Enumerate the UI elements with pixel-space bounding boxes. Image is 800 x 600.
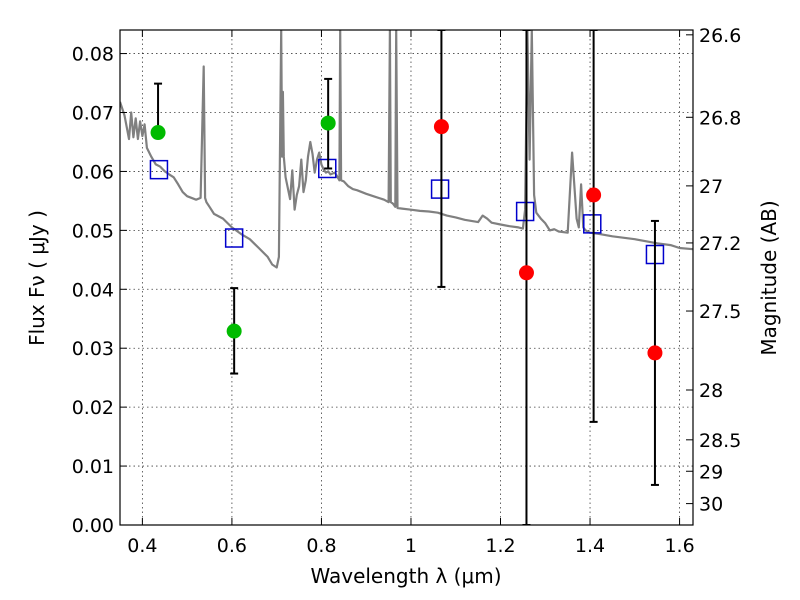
y-tick-label: 0.03 [72,338,114,360]
model-flux-box [149,159,169,180]
y-tick-label: 0.08 [72,44,114,66]
x-tick-label: 0.6 [217,535,247,557]
mag-tick-label: 27 [699,176,723,198]
green-data-point [150,125,166,141]
model-spectrum-line [120,30,693,269]
x-tick-label: 1.6 [664,535,694,557]
model-flux-box [224,228,244,248]
x-tick-label: 0.4 [127,535,157,557]
x-tick-label: 1.4 [575,535,605,557]
mag-tick-label: 27.5 [699,301,741,323]
red-data-point [586,187,602,203]
plot-frame [119,29,694,526]
grid [120,30,693,525]
mag-tick-label: 28 [699,380,723,402]
x-tick-label: 0.8 [306,535,336,557]
green-data-point [320,115,336,131]
mag-tick-label: 30 [699,494,723,516]
y-tick-label: 0.00 [72,515,114,537]
y-axis-label: Flux Fν ( μJy ) [25,210,49,346]
plot-area [120,30,693,525]
mag-tick-label: 26.6 [699,25,741,47]
red-data-point [518,265,534,281]
model-flux-box [430,179,450,199]
x-tick-label: 1 [405,535,417,557]
y-tick-label: 0.06 [72,161,114,183]
mag-tick-label: 27.2 [699,233,741,255]
axes: 0.4 0.6 0.8 1 1.2 1.4 1.6 0.00 0.01 0.02 0.03 0.04 0… [72,25,742,557]
right-axis-label: Magnitude (AB) [757,200,781,355]
mag-tick-label: 26.8 [699,107,741,129]
y-tick-label: 0.01 [72,456,114,478]
red-data-point [433,119,449,135]
x-tick-label: 1.2 [485,535,515,557]
y-tick-label: 0.02 [72,397,114,419]
mag-tick-label: 29 [699,461,723,483]
green-data-point [226,323,242,339]
y-tick-label: 0.05 [72,220,114,242]
y-tick-label: 0.04 [72,279,114,301]
y-tick-label: 0.07 [72,103,114,125]
model-flux-box [515,201,535,222]
red-data-point [647,345,663,361]
x-axis-label: Wavelength λ (μm) [310,564,501,588]
mag-tick-label: 28.5 [699,430,741,452]
model-flux-box [583,214,602,234]
